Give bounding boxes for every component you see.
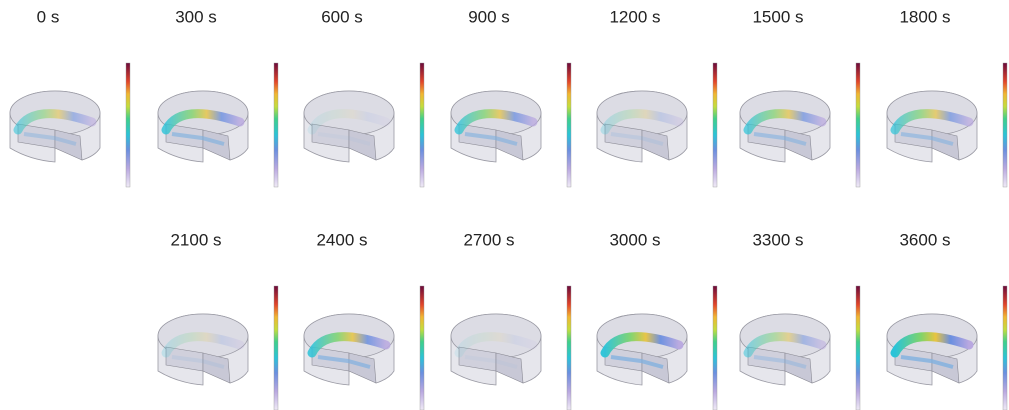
time-label: 1800 s [899, 7, 950, 26]
colorbar [1003, 63, 1007, 187]
time-label: 300 s [175, 7, 217, 26]
colorbar [856, 286, 860, 410]
colorbar [126, 63, 130, 187]
model-render [740, 314, 830, 385]
model-render [597, 314, 687, 385]
panel: 3600 s [887, 230, 1007, 410]
time-label: 2100 s [170, 230, 221, 249]
panel: 3300 s [740, 230, 860, 410]
model-render [451, 91, 541, 162]
model-render [887, 91, 977, 162]
model-render [451, 314, 541, 385]
time-label: 1200 s [609, 7, 660, 26]
figure: 0 s 300 s 600 s 900 s 1200 s 1500 s 1800 s 2100… [0, 0, 1009, 410]
panel: 1200 s [597, 7, 717, 187]
panel: 900 s [451, 7, 571, 187]
colorbar [713, 286, 717, 410]
panel: 3000 s [597, 230, 717, 410]
panel: 2100 s [158, 230, 278, 410]
time-label: 2700 s [463, 230, 514, 249]
time-label: 2400 s [316, 230, 367, 249]
panel: 1800 s [887, 7, 1007, 187]
model-render [597, 91, 687, 162]
panel: 1500 s [740, 7, 860, 187]
model-render [10, 91, 100, 162]
model-render [304, 314, 394, 385]
model-render [158, 91, 248, 162]
panel: 2700 s [451, 230, 571, 410]
colorbar [567, 286, 571, 410]
colorbar [567, 63, 571, 187]
time-label: 3300 s [752, 230, 803, 249]
colorbar [420, 63, 424, 187]
model-render [304, 91, 394, 162]
time-label: 3600 s [899, 230, 950, 249]
model-render [887, 314, 977, 385]
colorbar [420, 286, 424, 410]
colorbar [274, 286, 278, 410]
panel: 600 s [304, 7, 424, 187]
time-label: 900 s [468, 7, 510, 26]
colorbar [713, 63, 717, 187]
time-label: 3000 s [609, 230, 660, 249]
colorbar [1003, 286, 1007, 410]
panel: 300 s [158, 7, 278, 187]
panel: 0 s [10, 7, 130, 187]
model-render [740, 91, 830, 162]
panel: 2400 s [304, 230, 424, 410]
model-render [158, 314, 248, 385]
time-label: 0 s [37, 7, 60, 26]
colorbar [856, 63, 860, 187]
colorbar [274, 63, 278, 187]
time-label: 600 s [321, 7, 363, 26]
time-label: 1500 s [752, 7, 803, 26]
